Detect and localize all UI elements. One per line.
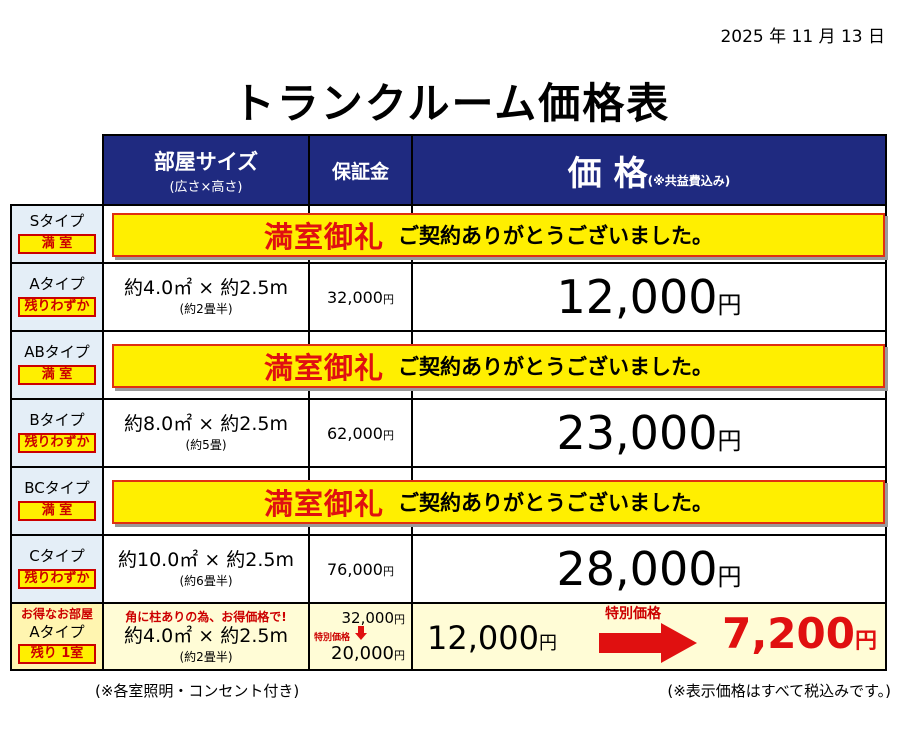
special-price: 7,200円	[722, 608, 877, 658]
price-cell: 23,000円	[411, 398, 887, 468]
special-price-label: 特別価格	[605, 605, 661, 622]
table-header-row: 部屋サイズ (広さ×高さ) 保証金 価 格(※共益費込み)	[11, 134, 887, 206]
deposit-header: 保証金	[308, 134, 413, 206]
deposit-cell: 62,000円	[308, 398, 413, 468]
corner-cell	[11, 135, 104, 206]
size-cell: 約8.0㎡ × 約2.5m (約5畳)	[102, 398, 310, 468]
special-row: お得なお部屋 Aタイプ 残り 1室 角に柱ありの為、お得価格で! 約4.0㎡ ×…	[10, 602, 887, 671]
price-header: 価 格(※共益費込み)	[411, 134, 887, 206]
sold-out-label: 満室御礼	[264, 220, 385, 254]
sold-out-banner: 満室御礼 ご契約ありがとうございました。	[112, 213, 885, 257]
special-badge: 残り 1室	[18, 644, 96, 665]
special-type-cell: お得なお部屋 Aタイプ 残り 1室	[10, 602, 104, 671]
status-badge: 満 室	[18, 500, 96, 521]
deposit-cell: 32,000円	[308, 262, 413, 332]
special-deposit-cell: 32,000円 特別価格 20,000円	[308, 602, 413, 671]
type-cell: Cタイプ 残りわずか	[10, 534, 104, 604]
special-price-cell: 12,000円 特別価格 7,200円	[411, 602, 887, 671]
right-arrow-icon	[599, 622, 697, 663]
size-cell: 約4.0㎡ × 約2.5m (約2畳半)	[102, 262, 310, 332]
status-badge: 満 室	[18, 364, 96, 385]
footer-note-right: (※表示価格はすべて税込みです。)	[667, 682, 891, 700]
price-cell: 12,000円	[411, 262, 887, 332]
down-arrow-icon	[355, 626, 368, 641]
thanks-text: ご契約ありがとうございました。	[398, 491, 714, 515]
status-badge: 満 室	[18, 233, 96, 254]
sold-out-label: 満室御礼	[264, 487, 385, 521]
type-cell: BCタイプ満 室	[10, 466, 104, 536]
date: 2025 年 11 月 13 日	[720, 27, 885, 47]
thanks-text: ご契約ありがとうございました。	[398, 355, 714, 379]
sold-out-label: 満室御礼	[264, 351, 385, 385]
sold-out-banner: 満室御礼 ご契約ありがとうございました。	[112, 344, 885, 388]
table-row: Aタイプ 残りわずか 約4.0㎡ × 約2.5m (約2畳半) 32,000円 12,00…	[10, 262, 887, 332]
special-size-cell: 角に柱ありの為、お得価格で! 約4.0㎡ × 約2.5m (約2畳半)	[102, 602, 310, 671]
type-cell: Bタイプ 残りわずか	[10, 398, 104, 468]
table-row: Bタイプ 残りわずか 約8.0㎡ × 約2.5m (約5畳) 62,000円 23,000…	[10, 398, 887, 468]
type-cell: Aタイプ 残りわずか	[10, 262, 104, 332]
size-cell: 約10.0㎡ × 約2.5m (約6畳半)	[102, 534, 310, 604]
type-cell: Sタイプ満 室	[10, 204, 104, 264]
size-header: 部屋サイズ (広さ×高さ)	[102, 134, 310, 206]
status-badge: 残りわずか	[18, 568, 96, 589]
type-cell: ABタイプ満 室	[10, 330, 104, 400]
status-badge: 残りわずか	[18, 432, 96, 453]
price-cell: 28,000円	[411, 534, 887, 604]
original-price: 12,000円	[427, 618, 557, 657]
page-title: トランクルーム価格表	[232, 79, 671, 128]
deposit-cell: 76,000円	[308, 534, 413, 604]
thanks-text: ご契約ありがとうございました。	[398, 224, 714, 248]
sold-out-banner: 満室御礼 ご契約ありがとうございました。	[112, 480, 885, 524]
footer-note-left: (※各室照明・コンセント付き)	[95, 682, 300, 700]
table-row: Cタイプ 残りわずか 約10.0㎡ × 約2.5m (約6畳半) 76,000円 28,0…	[10, 534, 887, 604]
status-badge: 残りわずか	[18, 296, 96, 317]
